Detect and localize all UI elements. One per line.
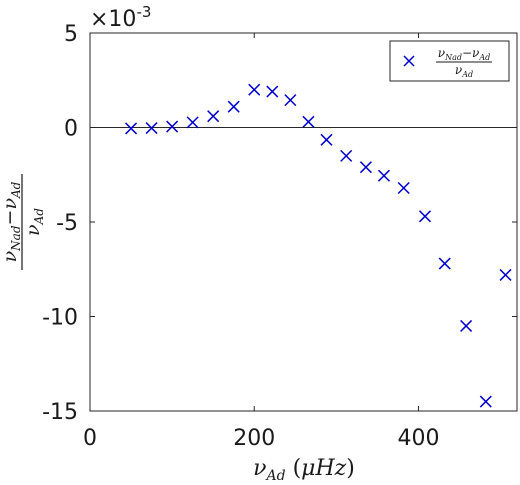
y-tick-label: 0: [64, 117, 78, 142]
y-tick-label: -5: [56, 211, 78, 236]
axis-exponent: ×10-3: [90, 3, 151, 32]
x-tick-label: 200: [233, 426, 275, 451]
data-point: [166, 120, 179, 133]
legend: νNad−νAd νAd: [389, 40, 510, 82]
data-point: [438, 257, 451, 270]
y-axis-title: νNad−νAd νAd: [0, 174, 46, 270]
legend-marker: [403, 55, 415, 67]
y-axis-ticks: 5 0 -5 -10 -15: [42, 22, 517, 425]
data-point: [207, 110, 220, 123]
data-point: [359, 161, 372, 174]
data-point: [460, 319, 473, 332]
x-tick-label: 0: [83, 426, 97, 451]
data-point: [499, 268, 512, 281]
svg-text:νAd: νAd: [455, 63, 473, 79]
data-point: [266, 85, 279, 98]
svg-text:νNad−νAd: νNad−νAd: [438, 46, 490, 62]
y-tick-label: -10: [42, 306, 78, 331]
data-point: [340, 149, 353, 162]
svg-text:νAd: νAd: [22, 208, 46, 236]
x-axis-ticks: 0 200 400: [83, 33, 439, 451]
data-point: [397, 181, 410, 195]
data-point: [320, 133, 333, 146]
y-tick-label: -15: [42, 400, 78, 425]
data-series: [125, 83, 512, 408]
data-point: [125, 122, 138, 135]
data-point: [248, 83, 261, 96]
data-point: [227, 100, 240, 113]
x-tick-label: 400: [397, 426, 439, 451]
data-point: [145, 122, 158, 135]
data-point: [479, 395, 492, 408]
svg-text:νNad−νAd: νNad−νAd: [0, 181, 23, 262]
legend-label: νNad−νAd νAd: [436, 46, 492, 79]
data-point: [186, 116, 199, 129]
plot-area: [89, 32, 518, 412]
data-point: [284, 94, 297, 107]
data-point: [302, 115, 315, 128]
data-point: [377, 169, 391, 182]
x-axis-title: νAd (μHz): [253, 456, 355, 484]
y-tick-label: 5: [64, 22, 78, 47]
data-point: [419, 210, 432, 223]
